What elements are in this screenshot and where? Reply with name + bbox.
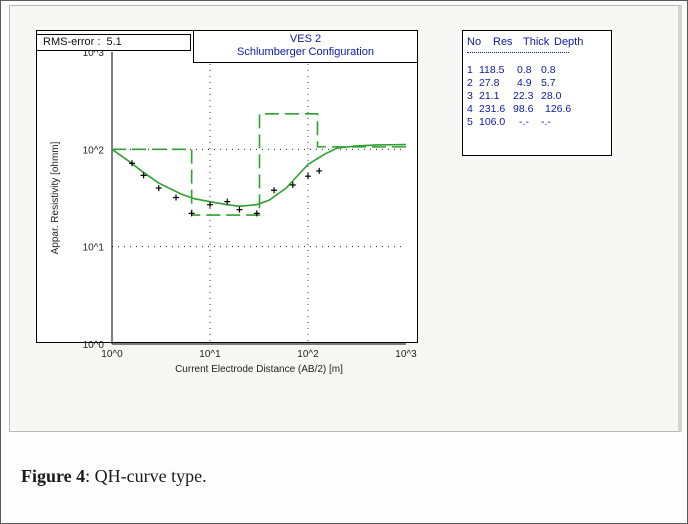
observed-point (188, 210, 195, 217)
cell-thick: 22.3 (513, 90, 534, 102)
rms-error-box: RMS-error : 5.1 (36, 34, 191, 51)
x-tick-label: 10^2 (297, 349, 319, 360)
ves-screenshot: 10^0 10^0 10^1 10^1 10^2 10^2 10^3 10^3 Current … (9, 5, 682, 432)
cell-res: 231.6 (479, 103, 506, 115)
y-tick-label: 10^3 (83, 48, 105, 59)
rms-error-value: 5.1 (106, 36, 122, 48)
cell-depth: 5.7 (541, 77, 556, 89)
rms-error-label: RMS-error : (43, 36, 101, 48)
observed-point (155, 185, 162, 192)
cell-no: 5 (467, 116, 473, 128)
observed-point (207, 201, 213, 208)
cell-res: 27.8 (479, 77, 500, 89)
cell-res: 21.1 (479, 90, 500, 102)
layer-model-series (112, 113, 406, 216)
observed-point (129, 160, 136, 167)
calculated-curve-series (111, 143, 407, 208)
cell-depth: 28.0 (541, 90, 562, 102)
cell-thick: -.- (519, 116, 529, 128)
chart-title-box: VES 2 Schlumberger Configuration (193, 30, 418, 63)
cell-thick: 4.9 (517, 77, 532, 89)
cell-depth: 126.6 (545, 103, 572, 115)
caption-text: : QH-curve type. (85, 466, 207, 486)
x-tick-label: 10^1 (199, 349, 221, 360)
observed-point (253, 210, 260, 217)
resistivity-chart: 10^010^0 10^1 10^1 10^2 10^2 10^3 10^3 Current … (50, 48, 417, 375)
chart-subtitle: Schlumberger Configuration (237, 46, 374, 58)
cell-res: 118.5 (479, 64, 505, 76)
header-no: No (467, 36, 482, 48)
observed-point (224, 198, 231, 205)
cell-no: 1 (467, 64, 473, 76)
cell-no: 4 (467, 103, 473, 115)
y-tick-label: 10^2 (83, 145, 105, 156)
table-divider (467, 52, 569, 53)
observed-point (140, 172, 147, 179)
caption-label: Figure 4 (21, 466, 86, 486)
chart-title: VES 2 (289, 33, 322, 45)
cell-depth: 0.8 (541, 64, 556, 76)
observed-point (173, 194, 180, 201)
header-res: Res (493, 36, 513, 48)
figure-caption: Figure 4: QH-curve type. (21, 466, 207, 487)
observed-point (271, 187, 278, 194)
layer-table: No Res Thick Depth 1 118.5 0.8 0.8 2 27.… (462, 30, 612, 156)
cell-no: 3 (467, 90, 473, 102)
observed-point (289, 182, 296, 189)
observed-point (316, 167, 323, 174)
header-depth: Depth (554, 36, 584, 48)
cell-thick: 98.6 (513, 103, 534, 115)
x-axis-label: Current Electrode Distance (AB/2) [m] (175, 364, 343, 375)
y-tick-label: 10^0 (83, 340, 105, 351)
observed-point (236, 206, 243, 213)
observed-point (305, 173, 311, 180)
cell-thick: 0.8 (517, 64, 532, 76)
x-tick-label: 10^3 (395, 349, 417, 360)
plot-frame (36, 30, 418, 343)
y-axis-label: Appar. Resistivity [ohmm] (50, 141, 61, 254)
cell-res: 106.0 (479, 116, 506, 128)
y-tick-label: 10^1 (83, 243, 105, 254)
x-tick-label: 10^0 (101, 349, 123, 360)
cell-depth: -.- (541, 116, 551, 128)
cell-no: 2 (467, 77, 473, 89)
header-thick: Thick (523, 36, 550, 48)
